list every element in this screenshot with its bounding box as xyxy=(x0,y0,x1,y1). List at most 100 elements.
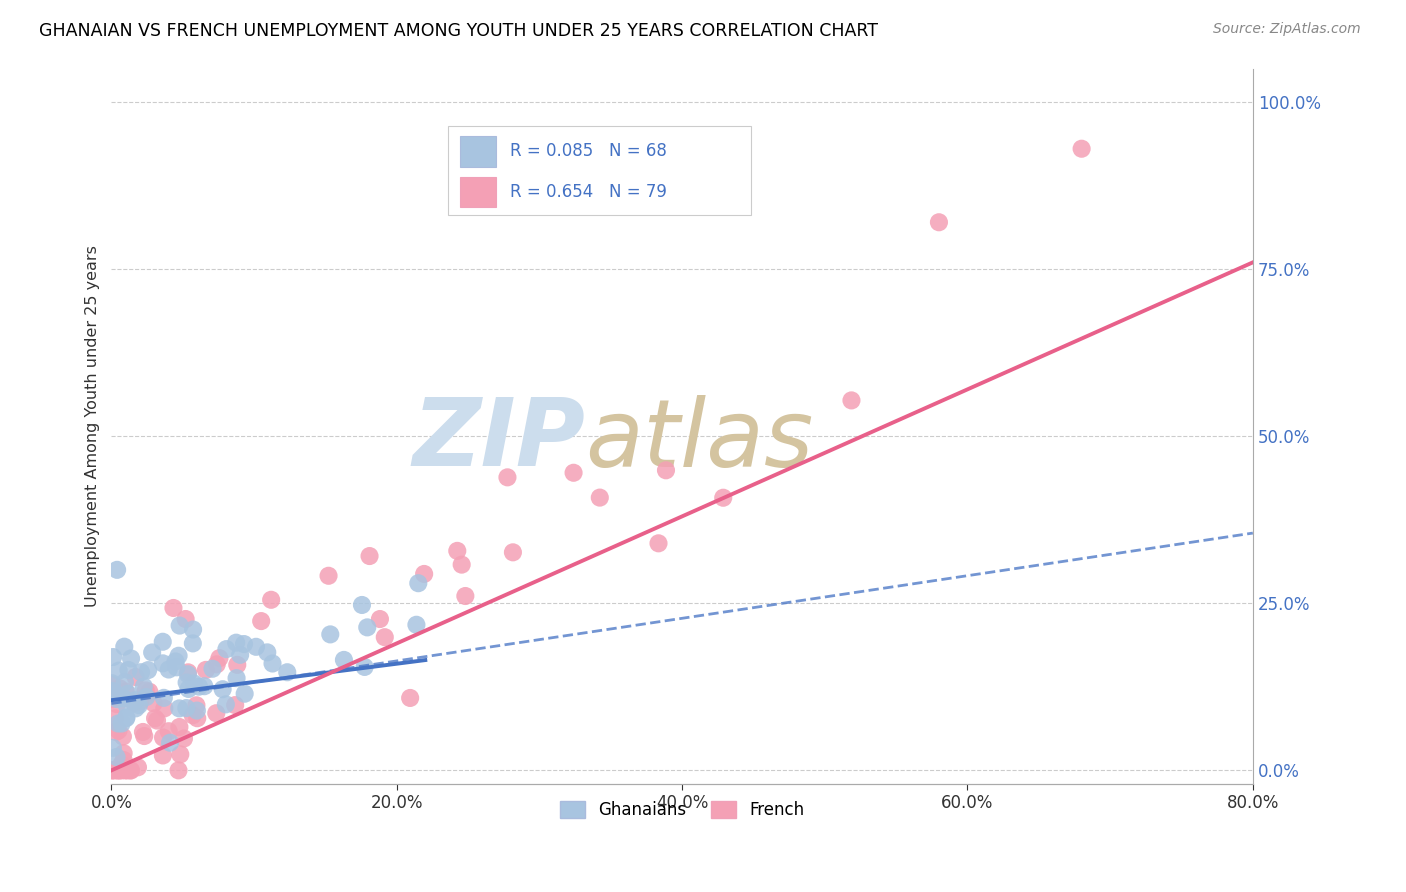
Point xyxy=(103,692,125,706)
Point xyxy=(166,660,188,674)
Point xyxy=(105,692,128,706)
Point xyxy=(114,675,136,690)
Point xyxy=(589,491,612,505)
Point xyxy=(112,746,135,760)
Point xyxy=(224,698,246,712)
Point xyxy=(167,648,190,663)
Point xyxy=(105,686,128,700)
Point xyxy=(350,598,373,612)
Point xyxy=(167,764,190,778)
Point xyxy=(114,684,136,698)
Point xyxy=(157,663,180,677)
Point xyxy=(356,620,378,634)
Point xyxy=(181,623,204,637)
Point xyxy=(193,679,215,693)
Point xyxy=(408,576,430,591)
Point xyxy=(260,592,283,607)
Point xyxy=(105,697,128,711)
Point xyxy=(101,676,124,690)
Text: atlas: atlas xyxy=(585,395,813,486)
Point xyxy=(138,684,160,698)
Point xyxy=(318,568,340,582)
Point xyxy=(173,731,195,746)
Point xyxy=(174,612,197,626)
Point xyxy=(153,701,176,715)
Point xyxy=(368,612,391,626)
Point xyxy=(107,764,129,778)
Point xyxy=(124,670,146,684)
Point xyxy=(655,463,678,477)
Point xyxy=(128,698,150,713)
Point xyxy=(454,589,477,603)
Point xyxy=(146,714,169,728)
Point xyxy=(405,617,427,632)
Point xyxy=(225,671,247,685)
Point xyxy=(104,711,127,725)
Point xyxy=(101,764,124,778)
Point xyxy=(112,691,135,706)
Point xyxy=(647,536,669,550)
Point xyxy=(152,748,174,763)
Point xyxy=(177,667,200,681)
Point xyxy=(136,663,159,677)
Point xyxy=(169,701,191,715)
Y-axis label: Unemployment Among Youth under 25 years: Unemployment Among Youth under 25 years xyxy=(86,245,100,607)
Point xyxy=(183,676,205,690)
Point xyxy=(928,215,950,229)
Point xyxy=(159,736,181,750)
Point xyxy=(124,693,146,707)
Point xyxy=(211,682,233,697)
Point xyxy=(129,694,152,708)
Point xyxy=(101,684,124,698)
Point xyxy=(101,764,124,778)
Point xyxy=(153,690,176,705)
Point xyxy=(194,663,217,677)
Point xyxy=(101,650,124,665)
Point xyxy=(186,711,208,725)
Text: ZIP: ZIP xyxy=(412,394,585,486)
Point xyxy=(374,630,396,644)
Point xyxy=(562,466,585,480)
Point xyxy=(446,544,468,558)
Point xyxy=(120,764,142,778)
Point xyxy=(105,563,128,577)
Point xyxy=(108,764,131,778)
Point xyxy=(107,723,129,738)
Point xyxy=(107,664,129,678)
Point xyxy=(256,645,278,659)
Point xyxy=(502,545,524,559)
Point xyxy=(135,690,157,704)
Point xyxy=(152,657,174,671)
Point xyxy=(208,651,231,665)
Point xyxy=(108,681,131,696)
Point xyxy=(132,725,155,739)
Point xyxy=(201,662,224,676)
FancyBboxPatch shape xyxy=(449,126,751,215)
Point xyxy=(177,665,200,680)
FancyBboxPatch shape xyxy=(460,177,496,207)
Point xyxy=(450,558,472,572)
Point xyxy=(188,680,211,694)
Point xyxy=(165,654,187,668)
Point xyxy=(333,653,356,667)
Point xyxy=(117,699,139,714)
Point xyxy=(104,764,127,778)
Point xyxy=(169,720,191,734)
Point xyxy=(1070,142,1092,156)
Legend: Ghanaians, French: Ghanaians, French xyxy=(553,794,811,825)
Point xyxy=(105,764,128,778)
Point xyxy=(186,704,208,718)
Point xyxy=(129,665,152,680)
Point xyxy=(353,660,375,674)
Point xyxy=(226,657,249,672)
Point xyxy=(319,627,342,641)
Point xyxy=(262,657,284,671)
Point xyxy=(169,747,191,762)
Point xyxy=(225,635,247,649)
Point xyxy=(215,698,238,712)
Point xyxy=(110,757,132,772)
Point xyxy=(115,710,138,724)
Point xyxy=(104,725,127,739)
Point xyxy=(162,601,184,615)
Point xyxy=(132,680,155,694)
